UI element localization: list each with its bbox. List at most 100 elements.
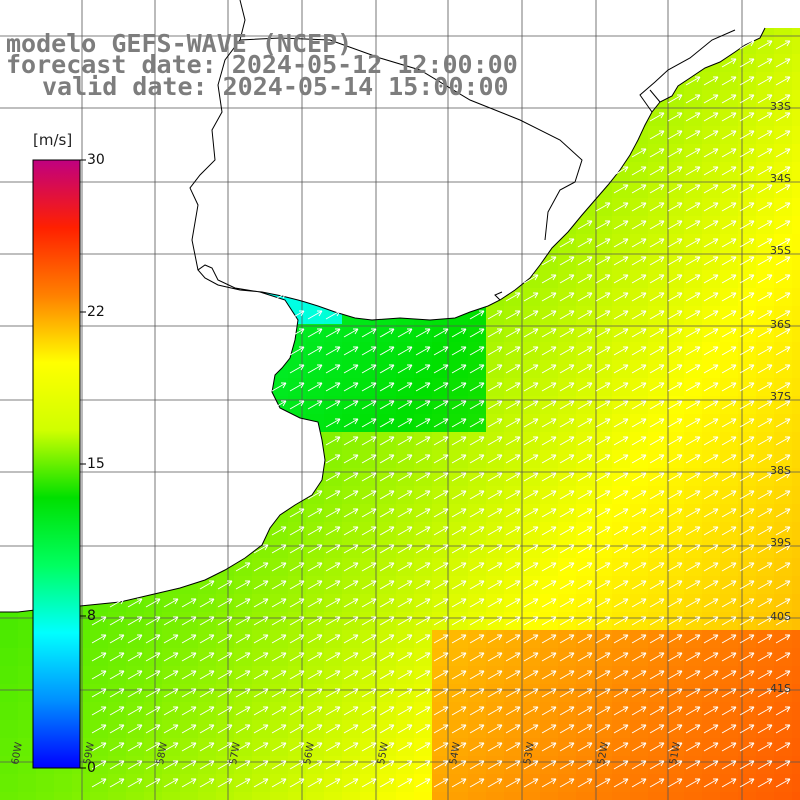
field-cell bbox=[630, 666, 649, 685]
field-cell bbox=[252, 792, 271, 800]
field-cell bbox=[702, 774, 721, 793]
wind-arrow bbox=[739, 760, 755, 770]
wind-arrow bbox=[541, 328, 557, 338]
wind-arrow bbox=[721, 580, 737, 590]
field-cell bbox=[756, 630, 775, 649]
wind-arrow bbox=[757, 76, 773, 86]
wind-arrow bbox=[325, 382, 341, 392]
field-cell bbox=[108, 702, 127, 721]
wind-arrow bbox=[613, 634, 629, 644]
field-cell bbox=[648, 468, 667, 487]
field-cell bbox=[666, 504, 685, 523]
wind-arrow bbox=[127, 652, 143, 662]
field-cell bbox=[522, 342, 541, 361]
wind-arrow bbox=[739, 688, 755, 698]
field-cell bbox=[594, 630, 613, 649]
wind-arrow bbox=[379, 616, 395, 626]
wind-arrow bbox=[397, 706, 413, 716]
field-cell bbox=[396, 792, 415, 800]
wind-arrow bbox=[523, 580, 539, 590]
field-cell bbox=[180, 756, 199, 775]
field-cell bbox=[324, 720, 343, 739]
field-cell bbox=[684, 180, 703, 199]
field-cell bbox=[252, 738, 271, 757]
field-cell bbox=[630, 342, 649, 361]
wind-arrow bbox=[721, 508, 737, 518]
field-cell bbox=[144, 720, 163, 739]
wind-arrow bbox=[505, 742, 521, 752]
field-cell bbox=[0, 792, 19, 800]
field-cell bbox=[738, 468, 757, 487]
wind-arrow bbox=[613, 346, 629, 356]
field-cell bbox=[702, 792, 721, 800]
wind-arrow bbox=[721, 364, 737, 374]
lon-label: 53W bbox=[522, 741, 537, 765]
wind-arrow bbox=[415, 652, 431, 662]
field-cell bbox=[90, 684, 109, 703]
wind-arrow bbox=[199, 688, 215, 698]
wind-arrow bbox=[757, 436, 773, 446]
wind-arrow bbox=[91, 634, 107, 644]
field-cell bbox=[612, 612, 631, 631]
wind-arrow bbox=[289, 652, 305, 662]
field-cell bbox=[630, 756, 649, 775]
wind-arrow bbox=[379, 382, 395, 392]
field-cell bbox=[216, 702, 235, 721]
wind-arrow bbox=[127, 688, 143, 698]
field-cell bbox=[684, 468, 703, 487]
wind-arrow bbox=[505, 400, 521, 410]
wind-arrow bbox=[721, 760, 737, 770]
wind-arrow bbox=[379, 418, 395, 428]
field-cell bbox=[756, 342, 775, 361]
wind-arrow bbox=[505, 328, 521, 338]
wind-arrow bbox=[379, 526, 395, 536]
wind-arrow bbox=[469, 382, 485, 392]
field-cell bbox=[612, 540, 631, 559]
wind-arrow bbox=[343, 346, 359, 356]
field-cell bbox=[666, 360, 685, 379]
field-cell bbox=[684, 252, 703, 271]
field-cell bbox=[684, 270, 703, 289]
wind-arrow bbox=[379, 742, 395, 752]
field-cell bbox=[702, 126, 721, 145]
wind-arrow bbox=[145, 634, 161, 644]
field-cell bbox=[450, 522, 469, 541]
wind-arrow bbox=[253, 634, 269, 644]
wind-arrow bbox=[631, 436, 647, 446]
wind-arrow bbox=[667, 274, 683, 284]
field-cell bbox=[648, 306, 667, 325]
field-cell bbox=[540, 486, 559, 505]
wind-arrow bbox=[577, 742, 593, 752]
wind-arrow bbox=[703, 310, 719, 320]
wind-arrow bbox=[685, 652, 701, 662]
field-cell bbox=[396, 648, 415, 667]
field-cell bbox=[468, 666, 487, 685]
wind-arrow bbox=[703, 634, 719, 644]
wind-arrow bbox=[235, 598, 251, 608]
wind-arrow bbox=[271, 616, 287, 626]
field-cell bbox=[504, 666, 523, 685]
wind-arrow bbox=[235, 706, 251, 716]
wind-arrow bbox=[721, 562, 737, 572]
wind-arrow bbox=[685, 778, 701, 788]
field-cell bbox=[666, 558, 685, 577]
wind-arrow bbox=[631, 346, 647, 356]
wind-arrow bbox=[685, 760, 701, 770]
wind-arrow bbox=[757, 166, 773, 176]
wind-arrow bbox=[757, 562, 773, 572]
wind-arrow bbox=[91, 706, 107, 716]
field-cell bbox=[738, 594, 757, 613]
wind-arrow bbox=[559, 688, 575, 698]
wind-arrow bbox=[253, 652, 269, 662]
wind-arrow bbox=[667, 688, 683, 698]
field-cell bbox=[396, 378, 415, 397]
wind-arrow bbox=[721, 634, 737, 644]
field-cell bbox=[702, 594, 721, 613]
field-cell bbox=[666, 666, 685, 685]
wind-arrow bbox=[487, 472, 503, 482]
field-cell bbox=[612, 594, 631, 613]
field-cell bbox=[414, 468, 433, 487]
wind-arrow bbox=[487, 544, 503, 554]
wind-arrow bbox=[487, 670, 503, 680]
